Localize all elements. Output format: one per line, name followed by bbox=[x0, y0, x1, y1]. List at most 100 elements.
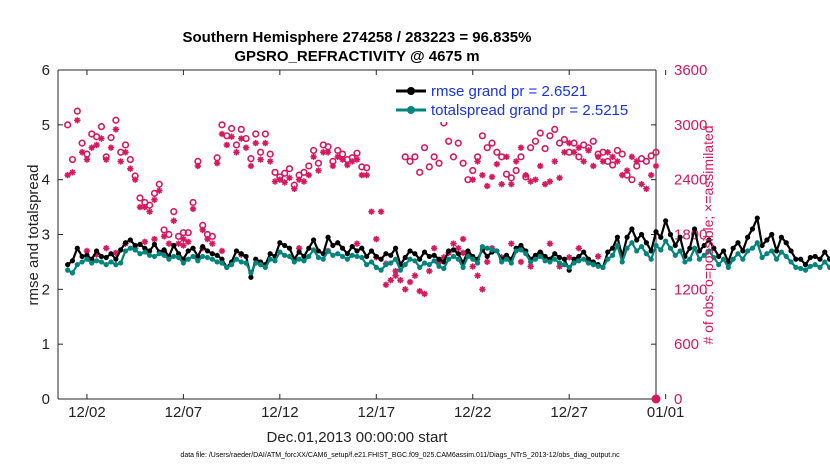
series-point-rmse bbox=[720, 248, 727, 254]
series-point-rmse bbox=[465, 248, 471, 254]
series-point-totalspread bbox=[638, 243, 645, 250]
series-point-rmse bbox=[749, 226, 756, 232]
obs-possible-marker bbox=[531, 137, 540, 145]
obs-possible-marker bbox=[618, 150, 626, 158]
obs-possible-marker bbox=[309, 146, 318, 155]
obs-assimilated-marker bbox=[517, 144, 525, 151]
series-point-totalspread bbox=[745, 248, 751, 254]
series-point-totalspread bbox=[773, 256, 780, 262]
series-point-totalspread bbox=[503, 256, 510, 262]
series-point-rmse bbox=[132, 242, 138, 249]
series-point-totalspread bbox=[470, 256, 476, 262]
series-point-totalspread bbox=[412, 258, 418, 264]
series-point-totalspread bbox=[204, 254, 211, 261]
series-point-rmse bbox=[532, 252, 539, 258]
series-point-totalspread bbox=[147, 252, 153, 258]
series-point-rmse bbox=[113, 256, 119, 262]
series-point-rmse bbox=[542, 253, 548, 260]
series-point-rmse bbox=[638, 231, 645, 238]
series-point-totalspread bbox=[566, 264, 572, 270]
series-point-rmse bbox=[127, 237, 133, 243]
obs-possible-marker bbox=[445, 137, 453, 145]
series-point-totalspread bbox=[450, 253, 457, 260]
data-file-footnote: data file: /Users/raeder/DAI/ATM_forcXX/… bbox=[180, 452, 620, 459]
series-point-rmse bbox=[344, 251, 350, 257]
series-point-rmse bbox=[740, 248, 746, 254]
series-point-rmse bbox=[330, 242, 336, 249]
series-point-totalspread bbox=[180, 260, 186, 266]
obs-possible-marker bbox=[449, 153, 458, 161]
obs-possible-marker bbox=[353, 149, 361, 157]
series-point-totalspread bbox=[339, 253, 346, 260]
series-point-totalspread bbox=[310, 247, 317, 253]
obs-assimilated-marker bbox=[286, 174, 293, 182]
obs-possible-marker bbox=[406, 157, 414, 165]
series-point-totalspread bbox=[200, 253, 206, 260]
series-point-totalspread bbox=[431, 258, 437, 264]
series-point-totalspread bbox=[166, 256, 172, 262]
obs-assimilated-marker bbox=[556, 263, 563, 270]
series-point-totalspread bbox=[624, 245, 630, 251]
obs-possible-marker bbox=[454, 139, 462, 147]
series-point-rmse bbox=[503, 252, 510, 258]
series-point-rmse bbox=[373, 253, 379, 260]
obs-possible-marker bbox=[411, 153, 419, 161]
series-point-totalspread bbox=[417, 264, 423, 270]
obs-assimilated-marker bbox=[281, 179, 288, 186]
obs-assimilated-marker bbox=[508, 240, 515, 247]
series-point-rmse bbox=[822, 249, 828, 255]
obs-possible-marker bbox=[97, 123, 106, 131]
obs-assimilated-marker bbox=[609, 153, 616, 161]
obs-possible-marker bbox=[483, 144, 491, 152]
series-point-rmse bbox=[764, 237, 770, 243]
obs-possible-marker bbox=[78, 139, 86, 147]
series-point-rmse bbox=[339, 245, 346, 251]
obs-possible-marker bbox=[155, 180, 163, 188]
series-point-rmse bbox=[783, 240, 789, 246]
obs-assimilated-marker bbox=[98, 135, 105, 142]
obs-assimilated-marker bbox=[339, 156, 346, 163]
y-tick-label: 0 bbox=[42, 391, 50, 408]
series-point-rmse bbox=[204, 248, 211, 254]
obs-assimilated-marker bbox=[151, 196, 158, 203]
obs-assimilated-marker bbox=[430, 245, 438, 252]
obs-assimilated-marker bbox=[619, 171, 626, 179]
obs-assimilated-marker bbox=[556, 174, 563, 182]
obs-assimilated-marker bbox=[599, 158, 607, 165]
obs-assimilated-marker bbox=[561, 149, 568, 156]
series-point-rmse bbox=[392, 245, 399, 251]
series-point-totalspread bbox=[793, 264, 799, 270]
obs-possible-marker bbox=[338, 150, 347, 158]
series-point-totalspread bbox=[185, 256, 191, 262]
obs-assimilated-marker bbox=[141, 238, 149, 246]
series-point-rmse bbox=[441, 259, 447, 265]
series-point-rmse bbox=[716, 253, 722, 260]
obs-assimilated-marker bbox=[324, 149, 332, 156]
legend-label-rmse: rmse grand pr = 2.6521 bbox=[431, 83, 587, 100]
obs-assimilated-marker bbox=[247, 162, 255, 170]
x-tick-label: 12/12 bbox=[261, 404, 299, 421]
series-point-rmse bbox=[667, 231, 674, 238]
series-point-totalspread bbox=[267, 256, 273, 262]
series-point-rmse bbox=[209, 251, 215, 257]
series-point-totalspread bbox=[735, 251, 741, 257]
series-point-totalspread bbox=[658, 247, 664, 253]
obs-assimilated-marker bbox=[479, 171, 486, 179]
series-point-rmse bbox=[788, 248, 794, 254]
series-point-rmse bbox=[812, 253, 818, 260]
series-point-totalspread bbox=[634, 248, 640, 254]
obs-assimilated-marker bbox=[218, 130, 226, 138]
obs-possible-marker bbox=[237, 125, 245, 134]
series-point-totalspread bbox=[537, 253, 543, 260]
obs-assimilated-marker bbox=[546, 178, 554, 185]
series-point-rmse bbox=[455, 251, 461, 257]
obs-assimilated-marker bbox=[233, 149, 240, 156]
series-point-totalspread bbox=[581, 256, 587, 262]
y-tick-label: 3 bbox=[42, 227, 50, 244]
series-point-totalspread bbox=[272, 258, 278, 264]
obs-possible-marker bbox=[184, 229, 192, 237]
series-point-rmse bbox=[581, 249, 587, 255]
obs-possible-marker bbox=[247, 155, 255, 163]
series-point-rmse bbox=[301, 253, 307, 260]
